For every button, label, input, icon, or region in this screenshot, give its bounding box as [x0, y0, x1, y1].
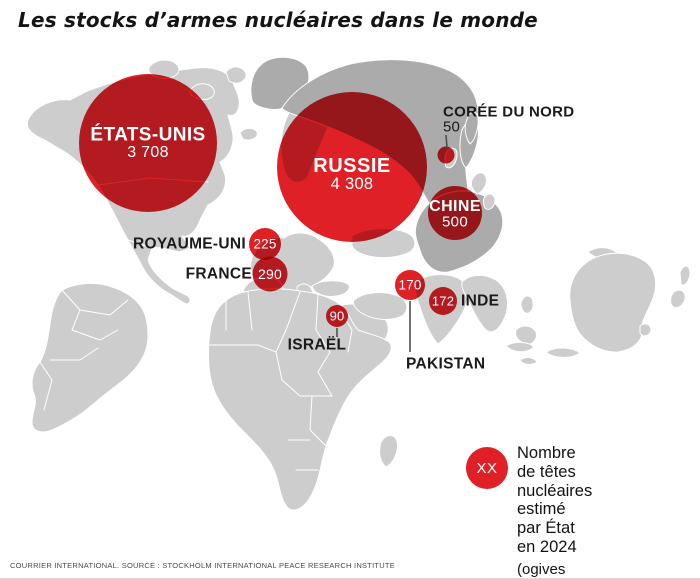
legend-text: Nombre de têtes nucléaires estimé par Ét…	[517, 444, 593, 578]
iran	[352, 292, 408, 320]
indonesia-island	[545, 347, 581, 358]
bubble-etats-unis	[79, 74, 217, 212]
bubble-inde	[429, 287, 457, 315]
bubble-royaume-uni	[249, 228, 281, 260]
japan-island	[470, 172, 487, 195]
japan-island	[482, 193, 496, 210]
arctic-island	[225, 66, 247, 84]
indonesia-island	[519, 357, 538, 365]
sakhalin	[464, 111, 479, 145]
legend-symbol-circle: XX	[466, 447, 508, 489]
connector-layer	[336, 134, 448, 352]
landmass-africa	[208, 288, 392, 511]
legend-description: Nombre de têtes nucléaires estimé par Ét…	[517, 444, 593, 556]
borneo	[515, 325, 537, 345]
landmass-south-america	[31, 282, 149, 433]
madagascar	[379, 435, 398, 468]
indonesia-island	[505, 341, 535, 353]
source-credit: COURRIER INTERNATIONAL. SOURCE : STOCKHO…	[10, 561, 396, 570]
bubble-chine	[428, 186, 482, 240]
arctic-island	[148, 59, 180, 79]
new-zealand-island	[679, 265, 691, 286]
page-title: Les stocks d’armes nucléaires dans le mo…	[18, 8, 538, 32]
tasmania	[639, 323, 652, 337]
new-zealand-island	[670, 289, 686, 309]
bubble-france	[252, 256, 288, 292]
legend-note: (ogives déployées et stockées)	[517, 560, 566, 578]
line-coree-du-nord	[445, 134, 448, 149]
bubble-russie	[277, 92, 427, 242]
bubble-layer	[79, 74, 482, 327]
iceland	[239, 127, 258, 141]
bubble-coree-du-nord	[437, 146, 455, 164]
legend-symbol: XX	[476, 459, 498, 477]
bubble-pakistan	[395, 270, 425, 300]
southeast-asia	[461, 274, 509, 333]
bubble-israel	[326, 305, 348, 327]
philippines	[520, 295, 534, 314]
landmass-australia	[569, 252, 657, 353]
